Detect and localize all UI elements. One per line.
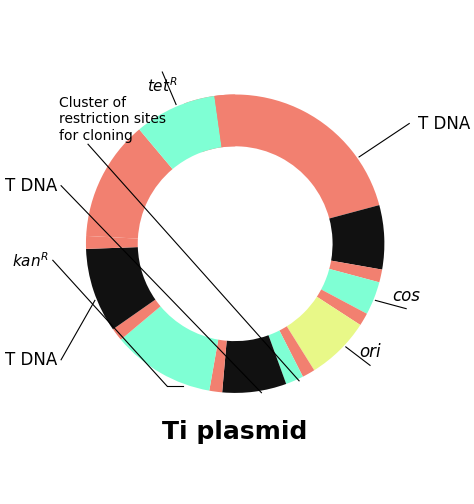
Wedge shape bbox=[86, 130, 173, 238]
Wedge shape bbox=[317, 289, 367, 325]
Text: T DNA: T DNA bbox=[5, 351, 57, 369]
Wedge shape bbox=[279, 326, 314, 376]
Wedge shape bbox=[86, 247, 155, 329]
Text: T DNA: T DNA bbox=[418, 114, 470, 133]
Wedge shape bbox=[113, 299, 161, 340]
Wedge shape bbox=[86, 236, 138, 249]
Text: cos: cos bbox=[392, 286, 420, 304]
Wedge shape bbox=[139, 96, 222, 169]
Wedge shape bbox=[329, 205, 384, 270]
Text: Cluster of
restriction sites
for cloning: Cluster of restriction sites for cloning bbox=[59, 96, 166, 143]
Wedge shape bbox=[121, 306, 218, 391]
Text: $kan^R$: $kan^R$ bbox=[12, 251, 49, 270]
Wedge shape bbox=[209, 340, 227, 392]
Text: ori: ori bbox=[359, 343, 381, 361]
Wedge shape bbox=[222, 335, 286, 393]
Wedge shape bbox=[321, 269, 379, 314]
Wedge shape bbox=[268, 331, 303, 384]
Text: Ti plasmid: Ti plasmid bbox=[163, 420, 308, 445]
Wedge shape bbox=[214, 94, 235, 147]
Wedge shape bbox=[287, 297, 360, 370]
Text: $tet^R$: $tet^R$ bbox=[147, 76, 178, 95]
Wedge shape bbox=[329, 261, 382, 282]
Text: T DNA: T DNA bbox=[5, 177, 57, 195]
Wedge shape bbox=[184, 94, 379, 219]
